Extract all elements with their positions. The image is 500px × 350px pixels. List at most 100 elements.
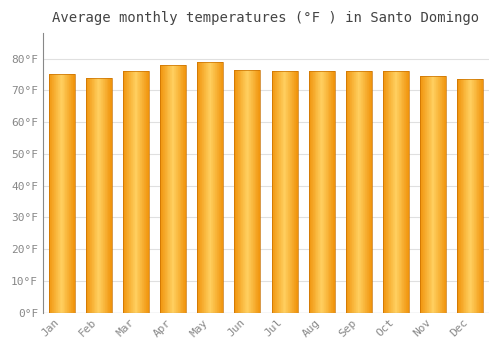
Bar xyxy=(401,71,402,313)
Bar xyxy=(70,75,72,313)
Bar xyxy=(62,75,63,313)
Bar xyxy=(236,70,237,313)
Bar xyxy=(106,78,107,313)
Bar xyxy=(126,71,127,313)
Bar xyxy=(252,70,253,313)
Bar xyxy=(97,78,98,313)
Bar xyxy=(256,70,257,313)
Bar xyxy=(64,75,65,313)
Bar xyxy=(258,70,259,313)
Bar xyxy=(67,75,68,313)
Bar xyxy=(369,71,370,313)
Bar xyxy=(93,78,94,313)
Bar xyxy=(473,79,474,313)
Bar xyxy=(346,71,347,313)
Bar xyxy=(435,76,436,313)
Bar xyxy=(63,75,64,313)
Bar xyxy=(276,71,278,313)
Bar xyxy=(61,75,62,313)
Bar xyxy=(323,71,324,313)
Bar xyxy=(360,71,361,313)
Bar xyxy=(420,76,421,313)
Bar xyxy=(328,71,329,313)
Bar xyxy=(135,71,136,313)
Bar xyxy=(123,71,124,313)
Bar xyxy=(246,70,248,313)
Bar xyxy=(461,79,462,313)
Bar xyxy=(385,71,386,313)
Bar xyxy=(95,78,96,313)
Bar xyxy=(96,78,97,313)
Bar xyxy=(200,62,201,313)
Bar xyxy=(234,70,235,313)
Bar xyxy=(355,71,356,313)
Bar xyxy=(316,71,317,313)
Bar xyxy=(364,71,366,313)
Bar xyxy=(319,71,320,313)
Bar xyxy=(420,76,446,313)
Bar xyxy=(254,70,255,313)
Bar xyxy=(422,76,424,313)
Bar xyxy=(65,75,66,313)
Bar xyxy=(346,71,372,313)
Bar xyxy=(479,79,480,313)
Bar xyxy=(207,62,208,313)
Bar xyxy=(294,71,295,313)
Bar xyxy=(107,78,108,313)
Bar xyxy=(426,76,428,313)
Bar xyxy=(280,71,281,313)
Bar xyxy=(460,79,461,313)
Bar xyxy=(180,65,181,313)
Bar xyxy=(105,78,106,313)
Bar xyxy=(318,71,319,313)
Bar xyxy=(317,71,318,313)
Bar xyxy=(173,65,174,313)
Bar xyxy=(389,71,390,313)
Bar xyxy=(431,76,432,313)
Bar xyxy=(404,71,405,313)
Bar xyxy=(56,75,57,313)
Bar xyxy=(469,79,470,313)
Bar xyxy=(57,75,58,313)
Bar xyxy=(421,76,422,313)
Bar xyxy=(443,76,444,313)
Bar xyxy=(437,76,438,313)
Bar xyxy=(388,71,389,313)
Bar xyxy=(472,79,473,313)
Bar xyxy=(91,78,92,313)
Bar xyxy=(177,65,178,313)
Bar xyxy=(181,65,182,313)
Bar xyxy=(387,71,388,313)
Bar xyxy=(109,78,110,313)
Bar xyxy=(480,79,482,313)
Bar xyxy=(326,71,327,313)
Bar xyxy=(394,71,396,313)
Bar xyxy=(330,71,331,313)
Bar xyxy=(273,71,274,313)
Bar xyxy=(308,71,334,313)
Bar xyxy=(358,71,359,313)
Bar xyxy=(214,62,216,313)
Bar xyxy=(104,78,105,313)
Bar xyxy=(442,76,443,313)
Bar xyxy=(468,79,469,313)
Bar xyxy=(308,71,310,313)
Bar xyxy=(361,71,362,313)
Bar xyxy=(55,75,56,313)
Bar xyxy=(368,71,369,313)
Bar xyxy=(458,79,483,313)
Bar xyxy=(102,78,104,313)
Bar xyxy=(208,62,209,313)
Bar xyxy=(54,75,55,313)
Bar xyxy=(353,71,354,313)
Bar xyxy=(111,78,112,313)
Bar xyxy=(474,79,475,313)
Bar xyxy=(407,71,408,313)
Bar xyxy=(465,79,466,313)
Bar xyxy=(278,71,280,313)
Bar xyxy=(199,62,200,313)
Bar xyxy=(424,76,426,313)
Bar xyxy=(321,71,322,313)
Bar xyxy=(169,65,170,313)
Bar xyxy=(253,70,254,313)
